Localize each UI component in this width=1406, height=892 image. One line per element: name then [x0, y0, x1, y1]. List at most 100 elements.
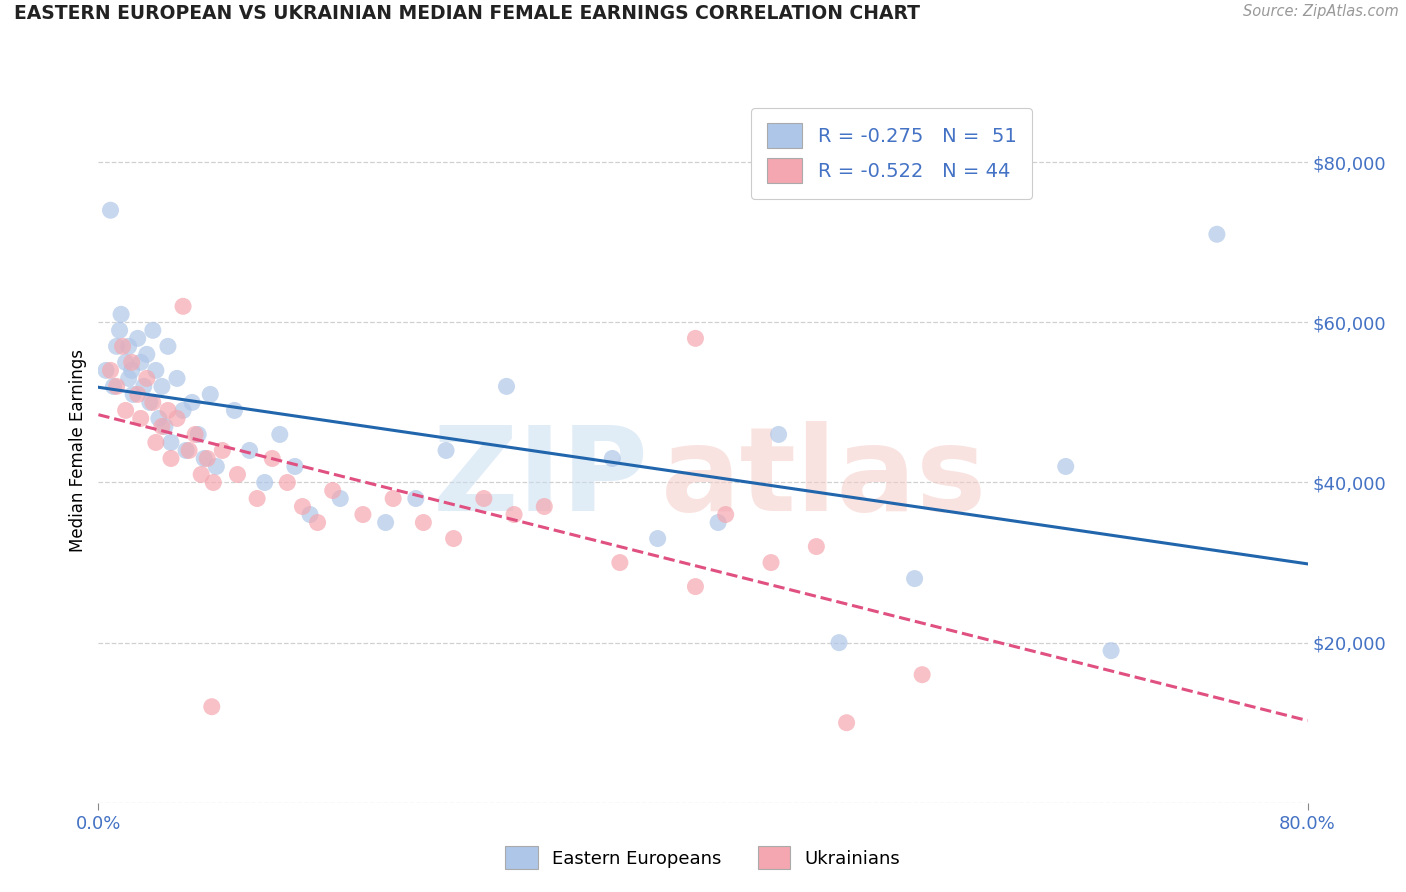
Point	[211, 443, 233, 458]
Point	[135, 347, 157, 361]
Point	[135, 371, 157, 385]
Point	[172, 403, 194, 417]
Point	[105, 379, 128, 393]
Point	[127, 387, 149, 401]
Point	[382, 491, 405, 506]
Point	[129, 411, 152, 425]
Point	[835, 715, 858, 730]
Point	[246, 491, 269, 506]
Point	[190, 467, 212, 482]
Point	[193, 451, 215, 466]
Point	[904, 572, 927, 586]
Point	[142, 395, 165, 409]
Point	[262, 451, 284, 466]
Point	[911, 667, 934, 681]
Text: ZIP: ZIP	[433, 421, 648, 536]
Point	[329, 491, 352, 506]
Point	[1054, 459, 1077, 474]
Point	[174, 443, 197, 458]
Point	[160, 451, 183, 466]
Point	[111, 339, 134, 353]
Text: EASTERN EUROPEAN VS UKRAINIAN MEDIAN FEMALE EARNINGS CORRELATION CHART: EASTERN EUROPEAN VS UKRAINIAN MEDIAN FEM…	[14, 4, 920, 23]
Point	[94, 363, 117, 377]
Point	[828, 635, 851, 649]
Point	[132, 379, 155, 393]
Point	[160, 435, 183, 450]
Point	[166, 411, 188, 425]
Point	[322, 483, 344, 498]
Text: atlas: atlas	[661, 421, 987, 536]
Point	[153, 419, 176, 434]
Point	[150, 379, 173, 393]
Legend: Eastern Europeans, Ukrainians: Eastern Europeans, Ukrainians	[496, 837, 910, 879]
Point	[707, 516, 730, 530]
Point	[714, 508, 737, 522]
Point	[172, 299, 194, 313]
Point	[118, 339, 141, 353]
Point	[291, 500, 314, 514]
Point	[184, 427, 207, 442]
Point	[110, 307, 132, 321]
Point	[374, 516, 396, 530]
Point	[181, 395, 204, 409]
Point	[239, 443, 262, 458]
Text: Source: ZipAtlas.com: Source: ZipAtlas.com	[1243, 4, 1399, 20]
Point	[148, 411, 170, 425]
Point	[114, 403, 136, 417]
Point	[145, 363, 167, 377]
Point	[602, 451, 624, 466]
Point	[142, 323, 165, 337]
Point	[129, 355, 152, 369]
Point	[139, 395, 162, 409]
Point	[533, 500, 555, 514]
Point	[609, 556, 631, 570]
Point	[284, 459, 307, 474]
Point	[1206, 227, 1229, 242]
Point	[253, 475, 276, 490]
Point	[307, 516, 329, 530]
Point	[121, 363, 143, 377]
Point	[127, 331, 149, 345]
Point	[759, 556, 782, 570]
Y-axis label: Median Female Earnings: Median Female Earnings	[69, 349, 87, 552]
Point	[121, 355, 143, 369]
Point	[200, 387, 222, 401]
Point	[412, 516, 434, 530]
Point	[100, 203, 122, 218]
Point	[156, 339, 179, 353]
Point	[122, 387, 145, 401]
Point	[145, 435, 167, 450]
Point	[806, 540, 828, 554]
Point	[105, 339, 128, 353]
Point	[269, 427, 291, 442]
Point	[685, 331, 707, 345]
Point	[472, 491, 495, 506]
Point	[166, 371, 188, 385]
Point	[276, 475, 298, 490]
Point	[434, 443, 457, 458]
Point	[352, 508, 374, 522]
Point	[503, 508, 526, 522]
Point	[1099, 643, 1122, 657]
Point	[100, 363, 122, 377]
Point	[202, 475, 225, 490]
Point	[201, 699, 224, 714]
Point	[495, 379, 517, 393]
Point	[443, 532, 465, 546]
Point	[187, 427, 209, 442]
Point	[118, 371, 141, 385]
Point	[103, 379, 125, 393]
Point	[405, 491, 427, 506]
Point	[299, 508, 322, 522]
Point	[114, 355, 136, 369]
Point	[224, 403, 246, 417]
Point	[150, 419, 173, 434]
Point	[108, 323, 131, 337]
Point	[205, 459, 228, 474]
Point	[685, 580, 707, 594]
Point	[195, 451, 218, 466]
Point	[647, 532, 669, 546]
Point	[768, 427, 790, 442]
Point	[156, 403, 179, 417]
Point	[179, 443, 201, 458]
